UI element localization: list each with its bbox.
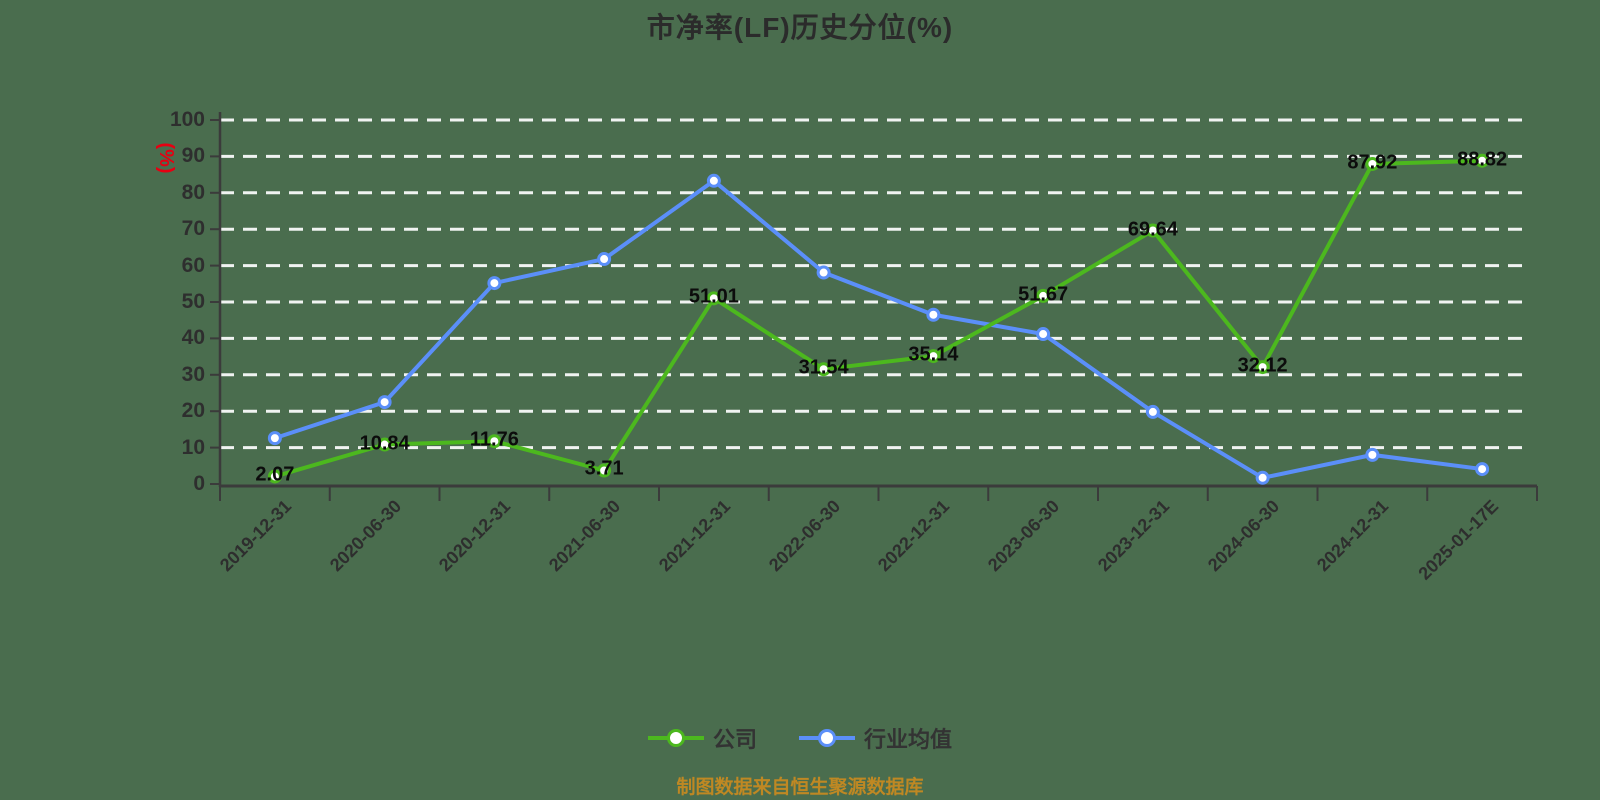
data-label: 32.12: [1237, 354, 1288, 377]
data-point-industry[interactable]: [926, 307, 941, 322]
data-point-industry[interactable]: [1475, 462, 1490, 477]
data-point-company[interactable]: [706, 291, 721, 306]
y-axis-label: 90: [181, 144, 205, 168]
data-point-industry[interactable]: [816, 265, 831, 280]
data-point-company[interactable]: [926, 349, 941, 364]
data-point-company[interactable]: [1255, 360, 1270, 375]
data-label: 2.07: [255, 463, 295, 486]
data-point-industry[interactable]: [597, 252, 612, 267]
data-point-industry[interactable]: [487, 276, 502, 291]
data-label: 88.82: [1457, 148, 1508, 171]
y-axis-label: 40: [181, 326, 205, 350]
data-label: 87.92: [1347, 151, 1398, 174]
legend-label: 行业均值: [864, 727, 953, 752]
legend-label: 公司: [712, 727, 757, 752]
data-label: 51.67: [1018, 283, 1069, 306]
y-axis-label: 50: [181, 290, 205, 313]
data-point-company[interactable]: [487, 434, 502, 449]
data-label: 31.54: [798, 356, 849, 379]
data-point-industry[interactable]: [1255, 470, 1270, 485]
legend-marker-icon: [799, 729, 855, 747]
data-point-company[interactable]: [597, 463, 612, 478]
y-axis-label: 70: [181, 217, 205, 241]
data-point-industry[interactable]: [1145, 404, 1160, 419]
y-axis-label: 100: [169, 108, 205, 131]
series-line-company: [272, 158, 1485, 479]
data-point-company[interactable]: [1365, 156, 1380, 171]
y-axis-label: 30: [181, 362, 205, 386]
data-label: 51.01: [688, 285, 739, 308]
data-point-company[interactable]: [816, 362, 831, 377]
data-label: 69.64: [1127, 218, 1178, 240]
gridlines: [220, 118, 1530, 450]
y-axis-label: 60: [181, 253, 205, 277]
data-point-industry[interactable]: [1365, 447, 1380, 462]
data-point-company[interactable]: [377, 437, 392, 452]
data-point-company[interactable]: [1145, 223, 1160, 238]
data-point-company[interactable]: [1475, 153, 1490, 168]
chart-title: 市净率(LF)历史分位(%): [646, 12, 954, 43]
footer-note: 制图数据来自恒生聚源数据库: [676, 777, 924, 798]
data-label: 11.76: [469, 428, 519, 451]
y-axis-label: 80: [181, 180, 205, 204]
y-axis-label: 10: [181, 435, 205, 459]
legend-marker-icon: [647, 729, 704, 747]
data-label: 35.14: [908, 343, 959, 366]
data-label: 10.84: [359, 432, 410, 455]
axes: [210, 112, 1538, 501]
y-axis-label: 0: [193, 472, 205, 495]
data-point-company[interactable]: [1036, 288, 1051, 303]
legend: 公司 行业均值: [0, 716, 1600, 760]
data-point-industry[interactable]: [377, 395, 392, 410]
data-point-industry[interactable]: [706, 173, 721, 188]
y-axis-label: 20: [181, 399, 205, 423]
data-point-industry[interactable]: [267, 431, 282, 446]
series-line-industry: [272, 178, 1485, 480]
legend-item-industry[interactable]: 行业均值: [799, 722, 952, 754]
data-point-industry[interactable]: [1036, 327, 1051, 342]
data-point-company[interactable]: [267, 469, 282, 484]
series-lines: [267, 153, 1490, 485]
data-label: 3.71: [584, 457, 624, 480]
legend-item-company[interactable]: 公司: [647, 722, 757, 754]
